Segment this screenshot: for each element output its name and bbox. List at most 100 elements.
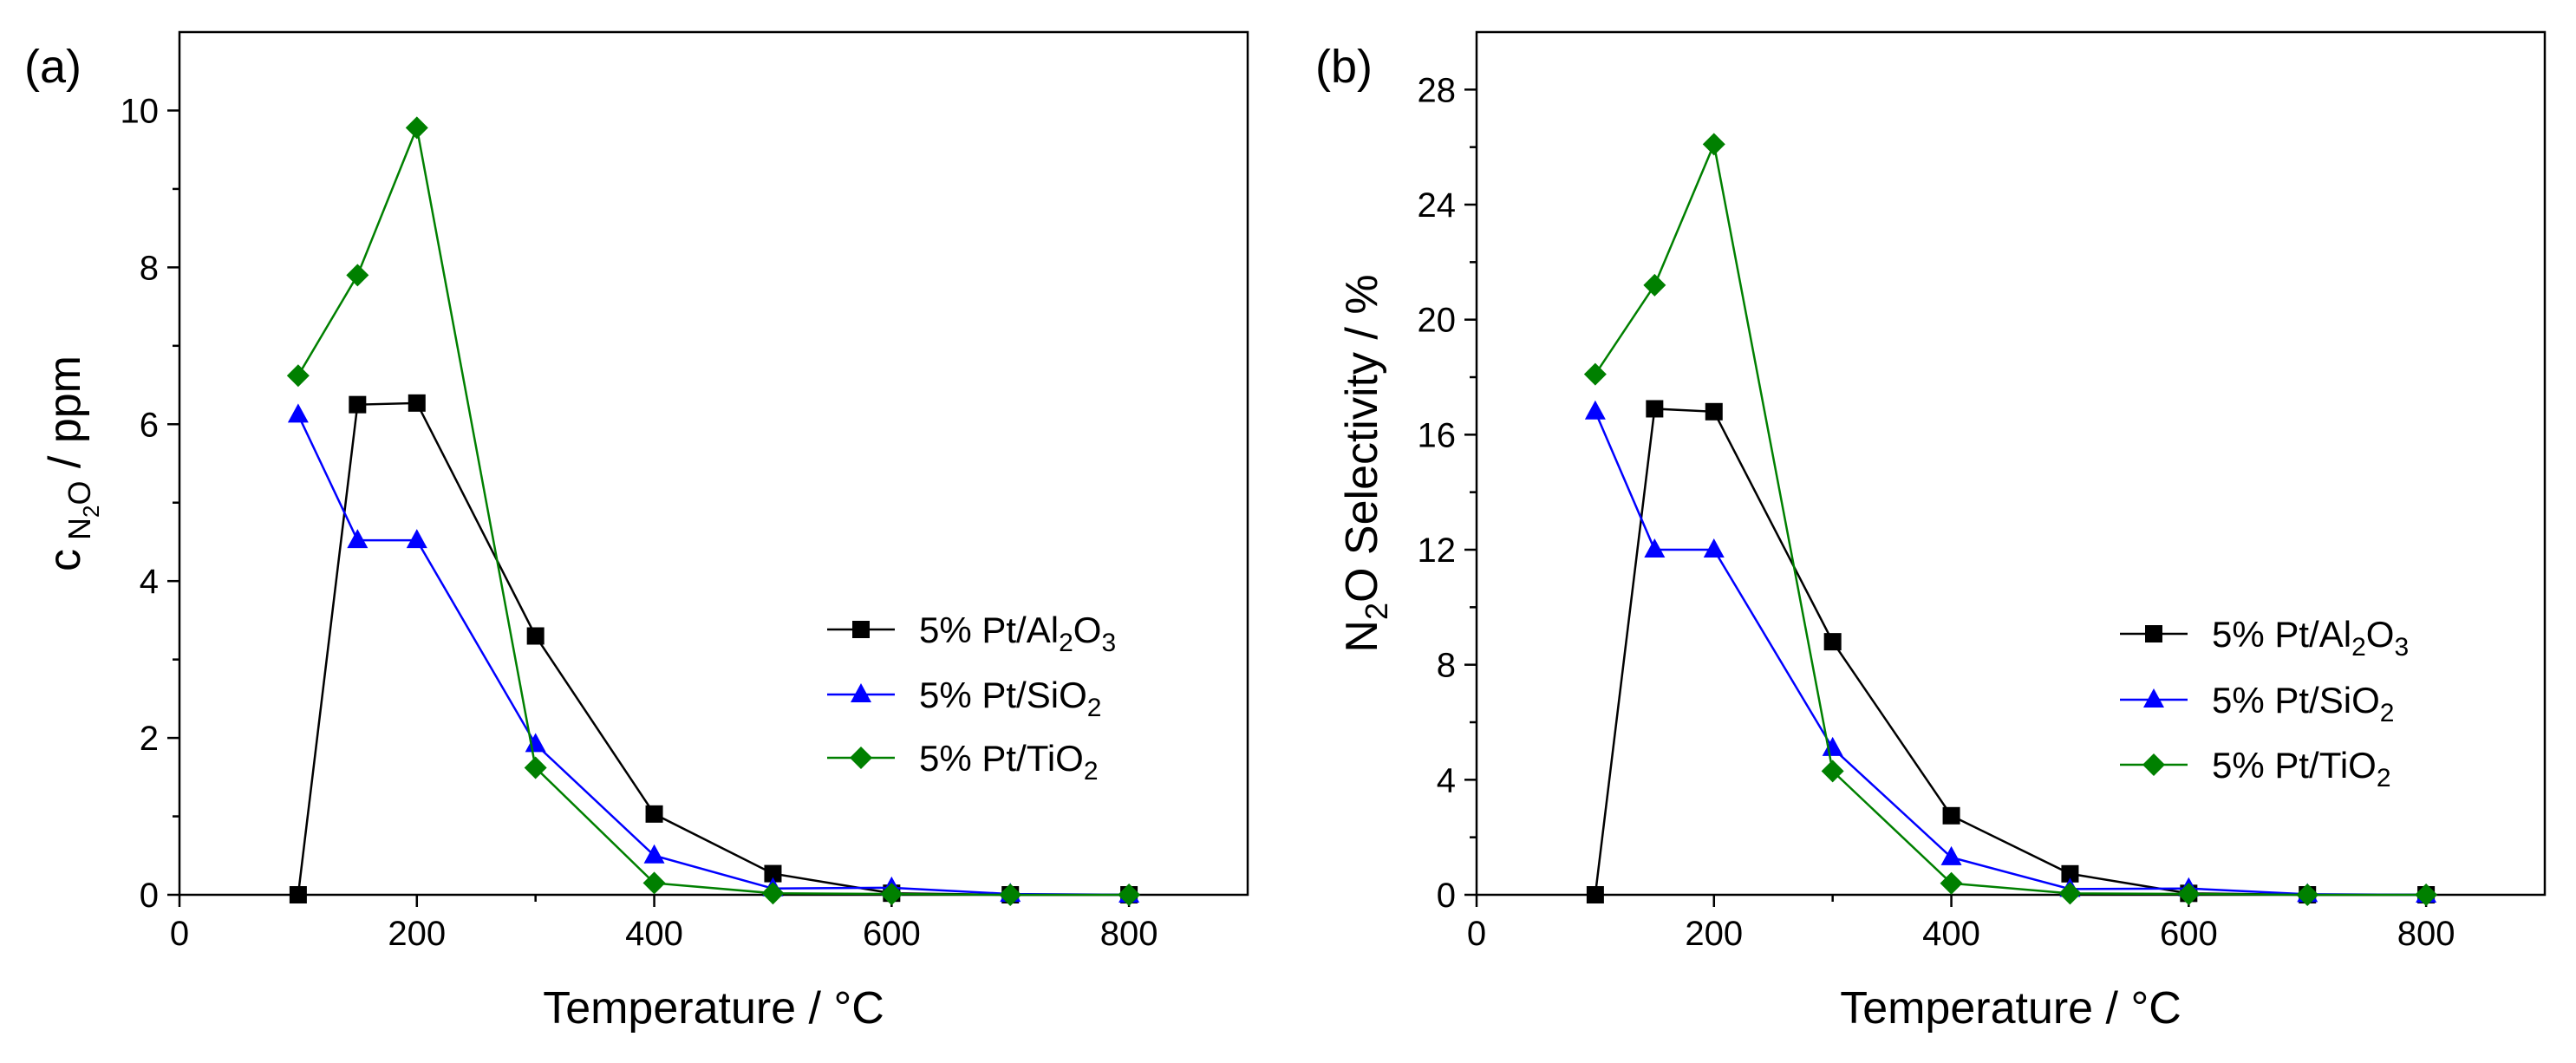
legend-label-sub: 2 xyxy=(2377,764,2391,792)
legend-marker xyxy=(2143,688,2164,708)
data-point xyxy=(408,394,426,412)
x-tick-label: 600 xyxy=(863,915,921,953)
legend-label: 5% Pt/TiO2 xyxy=(2212,745,2391,792)
data-point xyxy=(1586,886,1604,903)
data-point xyxy=(1821,760,1844,783)
data-point xyxy=(1646,400,1664,418)
legend-label-sub: 3 xyxy=(1101,629,1116,657)
plot-frame xyxy=(178,30,1249,897)
data-point xyxy=(764,864,782,883)
panel-label: (b) xyxy=(1315,41,1373,93)
x-axis-title: Temperature / °C xyxy=(543,983,884,1034)
data-point xyxy=(643,844,665,864)
y-tick-label: 2 xyxy=(140,720,159,758)
data-point xyxy=(1703,538,1725,558)
data-point xyxy=(346,264,369,287)
data-point xyxy=(642,871,666,895)
data-point xyxy=(1583,362,1607,386)
data-point xyxy=(2296,884,2319,906)
data-point xyxy=(2177,883,2201,906)
legend-label: 5% Pt/SiO2 xyxy=(2212,680,2394,727)
data-point xyxy=(524,756,547,779)
legend-label-mid: O xyxy=(2366,614,2395,655)
y-axis-title-prefix: N xyxy=(1337,620,1387,653)
y-tick-label: 4 xyxy=(1437,761,1456,799)
legend-label-base: 5% Pt/Al xyxy=(2212,614,2351,655)
legend-marker xyxy=(2145,625,2162,642)
x-axis-title: Temperature / °C xyxy=(1840,983,2181,1034)
series-line xyxy=(297,414,1130,897)
data-point xyxy=(289,886,307,903)
y-axis-title-sub2: 2 xyxy=(78,505,104,518)
series-line xyxy=(297,123,1130,897)
legend-label-sub: 2 xyxy=(2351,633,2366,662)
x-tick-label: 600 xyxy=(2160,915,2218,953)
data-point xyxy=(1643,273,1666,297)
data-point xyxy=(1823,633,1842,651)
panel-a: 0 200 400 600 800 0 2 4 6 8 10 (a) Temperature / °C c… xyxy=(24,30,1249,1034)
legend-label-base: 5% Pt/TiO xyxy=(2212,745,2377,786)
data-point xyxy=(286,364,310,388)
legend-label-base: 5% Pt/Al xyxy=(919,610,1059,650)
data-point xyxy=(1940,845,1962,865)
panel-b: 0 200 400 600 800 0 4 8 12 16 20 24 28 (b) Temperature… xyxy=(1315,30,2547,1034)
y-axis-title-suffix: / ppm xyxy=(40,355,90,481)
data-point xyxy=(2061,864,2079,883)
legend-marker xyxy=(850,747,872,769)
data-point xyxy=(880,883,903,906)
y-tick-label: 16 xyxy=(1418,416,1457,454)
y-tick-label: 8 xyxy=(140,249,159,287)
data-point xyxy=(347,529,368,549)
y-tick-label: 0 xyxy=(140,877,159,915)
y-tick-label: 6 xyxy=(140,406,159,444)
data-point xyxy=(525,733,546,753)
x-tick-label: 200 xyxy=(1685,915,1743,953)
y-axis-title-prefix: c xyxy=(40,549,90,571)
y-tick-label: 20 xyxy=(1418,302,1457,340)
data-point xyxy=(1644,538,1666,558)
data-point xyxy=(999,884,1022,906)
data-point xyxy=(1584,400,1606,420)
legend-label-sub: 2 xyxy=(1084,757,1099,786)
y-axis-title-sub: 2 xyxy=(1359,603,1394,620)
y-axis-title-sub3: O xyxy=(62,481,97,505)
data-point xyxy=(1702,133,1725,156)
legend-label-mid: O xyxy=(1073,610,1102,650)
legend-marker xyxy=(2142,753,2165,776)
legend-label-sub: 2 xyxy=(1059,629,1073,657)
legend-label-base: 5% Pt/TiO xyxy=(919,738,1084,779)
legend-label: 5% Pt/Al2O3 xyxy=(2212,614,2409,662)
data-point xyxy=(1940,871,1963,895)
y-tick-label: 28 xyxy=(1418,71,1457,109)
data-point xyxy=(1822,736,1843,756)
y-tick-label: 4 xyxy=(140,563,159,601)
x-tick-label: 400 xyxy=(1922,915,1980,953)
y-tick-label: 0 xyxy=(1437,877,1456,915)
legend-label-sub: 2 xyxy=(1087,694,1102,722)
legend-label-sub: 3 xyxy=(2394,633,2409,662)
legend-label-sub: 2 xyxy=(2380,699,2395,727)
panel-label: (a) xyxy=(24,41,82,93)
data-point xyxy=(1942,806,1960,825)
legend-label: 5% Pt/Al2O3 xyxy=(919,610,1116,657)
data-point xyxy=(761,882,785,905)
legend-marker xyxy=(851,683,871,702)
data-point xyxy=(405,116,428,140)
x-tick-label: 0 xyxy=(170,915,189,953)
y-axis-title: c N2O / ppm xyxy=(40,355,104,571)
legend-label-base: 5% Pt/SiO xyxy=(2212,680,2380,721)
y-tick-label: 10 xyxy=(121,92,160,130)
data-point xyxy=(287,403,309,423)
x-tick-label: 0 xyxy=(1467,915,1486,953)
legend-label: 5% Pt/TiO2 xyxy=(919,738,1099,786)
data-point xyxy=(645,805,663,823)
y-tick-label: 12 xyxy=(1418,532,1457,570)
x-tick-label: 400 xyxy=(625,915,683,953)
y-axis-title-sub: N xyxy=(62,518,97,549)
data-point xyxy=(349,395,367,414)
y-axis-title: N2O Selectivity / % xyxy=(1337,274,1394,652)
legend-label: 5% Pt/SiO2 xyxy=(919,675,1101,722)
y-tick-label: 24 xyxy=(1418,186,1457,225)
x-tick-label: 200 xyxy=(388,915,446,953)
